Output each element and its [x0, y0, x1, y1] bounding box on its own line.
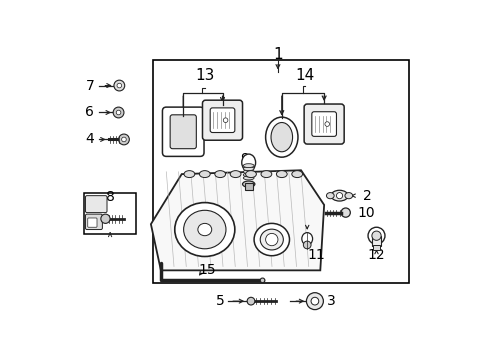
Circle shape — [114, 80, 124, 91]
Ellipse shape — [254, 223, 289, 256]
FancyBboxPatch shape — [210, 108, 234, 132]
Circle shape — [223, 118, 227, 122]
FancyBboxPatch shape — [170, 115, 196, 149]
Ellipse shape — [242, 181, 254, 187]
Circle shape — [336, 193, 342, 199]
Ellipse shape — [260, 229, 283, 250]
Circle shape — [118, 134, 129, 145]
Ellipse shape — [265, 117, 297, 157]
Ellipse shape — [330, 190, 347, 201]
Text: 1: 1 — [273, 47, 282, 62]
Bar — [371, 236, 380, 247]
Ellipse shape — [261, 171, 271, 177]
Ellipse shape — [344, 193, 352, 199]
Bar — [84, 193, 136, 234]
Text: 14: 14 — [295, 68, 314, 83]
Bar — [244, 183, 252, 190]
Ellipse shape — [183, 210, 225, 249]
Text: 3: 3 — [326, 294, 335, 308]
Text: 2: 2 — [362, 189, 371, 203]
Ellipse shape — [276, 171, 286, 177]
Bar — [373, 245, 379, 249]
Circle shape — [265, 233, 277, 246]
Circle shape — [310, 297, 318, 305]
Ellipse shape — [243, 164, 254, 167]
Ellipse shape — [241, 154, 255, 171]
Ellipse shape — [326, 193, 333, 199]
FancyBboxPatch shape — [85, 195, 107, 213]
Text: 8: 8 — [105, 190, 114, 204]
Text: 11: 11 — [306, 248, 325, 262]
Circle shape — [324, 122, 329, 126]
Circle shape — [122, 137, 126, 142]
Text: 15: 15 — [198, 264, 216, 277]
FancyBboxPatch shape — [311, 112, 336, 136]
Circle shape — [246, 297, 254, 305]
Circle shape — [113, 107, 123, 118]
Ellipse shape — [243, 176, 254, 180]
Circle shape — [101, 214, 110, 223]
Circle shape — [116, 110, 121, 115]
Ellipse shape — [243, 167, 254, 171]
Circle shape — [371, 231, 380, 240]
Ellipse shape — [291, 171, 302, 177]
Polygon shape — [151, 170, 324, 270]
Ellipse shape — [301, 233, 312, 245]
Circle shape — [303, 241, 310, 249]
Text: 7: 7 — [85, 78, 94, 93]
Ellipse shape — [245, 171, 256, 177]
FancyBboxPatch shape — [85, 214, 102, 230]
Ellipse shape — [199, 171, 210, 177]
Ellipse shape — [183, 171, 194, 177]
Circle shape — [306, 293, 323, 310]
Text: 5: 5 — [216, 294, 224, 308]
Text: 6: 6 — [85, 105, 94, 120]
Ellipse shape — [243, 170, 254, 174]
Ellipse shape — [214, 171, 225, 177]
Circle shape — [117, 83, 122, 88]
Bar — [153, 60, 408, 283]
FancyBboxPatch shape — [162, 107, 203, 156]
Ellipse shape — [174, 203, 234, 256]
Text: 9: 9 — [239, 152, 248, 166]
Ellipse shape — [198, 223, 211, 236]
Circle shape — [367, 227, 384, 244]
FancyBboxPatch shape — [304, 104, 344, 144]
Text: 4: 4 — [85, 132, 94, 147]
FancyBboxPatch shape — [202, 100, 242, 140]
Text: 10: 10 — [357, 206, 374, 220]
Ellipse shape — [270, 122, 292, 152]
Ellipse shape — [243, 173, 254, 177]
Circle shape — [260, 278, 264, 283]
Circle shape — [341, 208, 349, 217]
Text: 13: 13 — [195, 68, 214, 83]
FancyBboxPatch shape — [87, 218, 97, 227]
Text: 12: 12 — [367, 248, 385, 262]
Ellipse shape — [230, 171, 241, 177]
